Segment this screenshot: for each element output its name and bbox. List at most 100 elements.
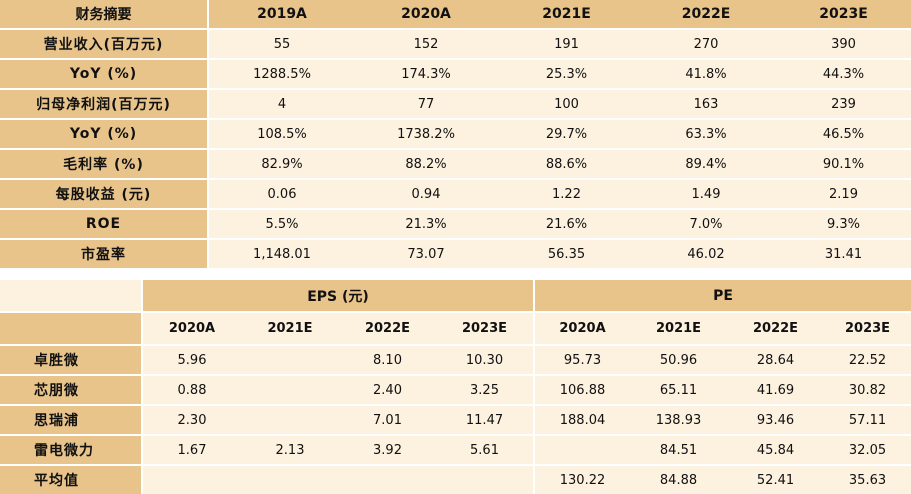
summary-row-revenue: 营业收入(百万元) 55 152 191 270 390	[0, 30, 911, 60]
table-cell: 56.35	[497, 240, 636, 270]
summary-row-net-profit-yoy: YoY (%) 108.5% 1738.2% 29.7% 63.3% 46.5%	[0, 120, 911, 150]
table-cell: 1.67	[143, 436, 241, 466]
row-label: 市盈率	[0, 240, 209, 270]
table-cell: 3.92	[339, 436, 436, 466]
table-cell: 84.51	[630, 436, 728, 466]
table-cell: 100	[497, 90, 636, 120]
table-cell: 46.5%	[776, 120, 911, 150]
table-cell: 44.3%	[776, 60, 911, 90]
year-header: 2021E	[630, 313, 728, 346]
table-cell: 2.30	[143, 406, 241, 436]
table-cell: 28.64	[727, 346, 825, 376]
table-cell: 7.0%	[636, 210, 776, 240]
table-cell	[339, 466, 436, 494]
table-cell: 90.1%	[776, 150, 911, 180]
table-cell: 0.06	[209, 180, 355, 210]
table-cell: 88.2%	[355, 150, 497, 180]
year-header: 2022E	[339, 313, 436, 346]
company-label: 卓胜微	[0, 346, 143, 376]
table-cell: 4	[209, 90, 355, 120]
table-cell: 52.41	[727, 466, 825, 494]
summary-row-eps: 每股收益 (元) 0.06 0.94 1.22 1.49 2.19	[0, 180, 911, 210]
table-cell	[241, 466, 339, 494]
table-cell: 41.8%	[636, 60, 776, 90]
peer-row: 雷电微力 1.67 2.13 3.92 5.61 84.51 45.84 32.…	[0, 436, 911, 466]
table-cell: 88.6%	[497, 150, 636, 180]
summary-row-roe: ROE 5.5% 21.3% 21.6% 7.0% 9.3%	[0, 210, 911, 240]
table-cell: 35.63	[824, 466, 911, 494]
year-header: 2020A	[143, 313, 241, 346]
summary-row-gross-margin: 毛利率 (%) 82.9% 88.2% 88.6% 89.4% 90.1%	[0, 150, 911, 180]
row-label: ROE	[0, 210, 209, 240]
table-cell: 2.40	[339, 376, 436, 406]
table-cell	[143, 466, 241, 494]
table-cell: 30.82	[824, 376, 911, 406]
company-label: 思瑞浦	[0, 406, 143, 436]
summary-header-cell: 财务摘要	[0, 0, 209, 30]
table-cell	[241, 406, 339, 436]
table-cell: 1.49	[636, 180, 776, 210]
peer-row: 芯朋微 0.88 2.40 3.25 106.88 65.11 41.69 30…	[0, 376, 911, 406]
table-cell: 8.10	[339, 346, 436, 376]
table-cell: 1,148.01	[209, 240, 355, 270]
summary-header-cell: 2021E	[497, 0, 636, 30]
table-cell: 57.11	[824, 406, 911, 436]
table-cell: 21.6%	[497, 210, 636, 240]
year-header: 2023E	[436, 313, 534, 346]
table-cell	[533, 436, 631, 466]
table-cell: 3.25	[436, 376, 534, 406]
table-cell: 41.69	[727, 376, 825, 406]
table-cell: 89.4%	[636, 150, 776, 180]
summary-row-net-profit: 归母净利润(百万元) 4 77 100 163 239	[0, 90, 911, 120]
summary-header-cell: 2023E	[776, 0, 911, 30]
average-label: 平均值	[0, 466, 143, 494]
row-label: YoY (%)	[0, 60, 209, 90]
table-cell: 1288.5%	[209, 60, 355, 90]
table-cell: 138.93	[630, 406, 728, 436]
header-corner	[0, 280, 143, 313]
summary-header-cell: 2020A	[355, 0, 497, 30]
table-cell: 46.02	[636, 240, 776, 270]
table-cell: 7.01	[339, 406, 436, 436]
table-cell: 50.96	[630, 346, 728, 376]
year-header: 2020A	[533, 313, 631, 346]
peer-row: 卓胜微 5.96 8.10 10.30 95.73 50.96 28.64 22…	[0, 346, 911, 376]
table-cell	[436, 466, 534, 494]
table-cell: 22.52	[824, 346, 911, 376]
table-cell: 174.3%	[355, 60, 497, 90]
year-header: 2022E	[727, 313, 825, 346]
table-cell: 55	[209, 30, 355, 60]
table-cell: 390	[776, 30, 911, 60]
row-label: 归母净利润(百万元)	[0, 90, 209, 120]
table-cell: 1738.2%	[355, 120, 497, 150]
table-cell: 270	[636, 30, 776, 60]
summary-header-cell: 2022E	[636, 0, 776, 30]
table-cell: 10.30	[436, 346, 534, 376]
table-cell: 2.13	[241, 436, 339, 466]
table-cell: 152	[355, 30, 497, 60]
table-cell	[241, 376, 339, 406]
summary-header-cell: 2019A	[209, 0, 355, 30]
year-header: 2023E	[824, 313, 911, 346]
table-cell: 2.19	[776, 180, 911, 210]
table-cell: 65.11	[630, 376, 728, 406]
table-cell: 93.46	[727, 406, 825, 436]
table-cell: 0.88	[143, 376, 241, 406]
header-corner	[0, 313, 143, 346]
row-label: 每股收益 (元)	[0, 180, 209, 210]
table-cell: 84.88	[630, 466, 728, 494]
table-cell: 5.5%	[209, 210, 355, 240]
table-cell: 106.88	[533, 376, 631, 406]
table-cell: 82.9%	[209, 150, 355, 180]
table-cell: 1.22	[497, 180, 636, 210]
company-label: 雷电微力	[0, 436, 143, 466]
summary-header-row: 财务摘要 2019A 2020A 2021E 2022E 2023E	[0, 0, 911, 30]
table-cell: 73.07	[355, 240, 497, 270]
table-cell: 163	[636, 90, 776, 120]
year-header: 2021E	[241, 313, 339, 346]
table-cell: 25.3%	[497, 60, 636, 90]
summary-row-pe: 市盈率 1,148.01 73.07 56.35 46.02 31.41	[0, 240, 911, 270]
financial-summary-table: 财务摘要 2019A 2020A 2021E 2022E 2023E 营业收入(…	[0, 0, 911, 270]
peer-average-row: 平均值 130.22 84.88 52.41 35.63	[0, 466, 911, 494]
summary-row-revenue-yoy: YoY (%) 1288.5% 174.3% 25.3% 41.8% 44.3%	[0, 60, 911, 90]
